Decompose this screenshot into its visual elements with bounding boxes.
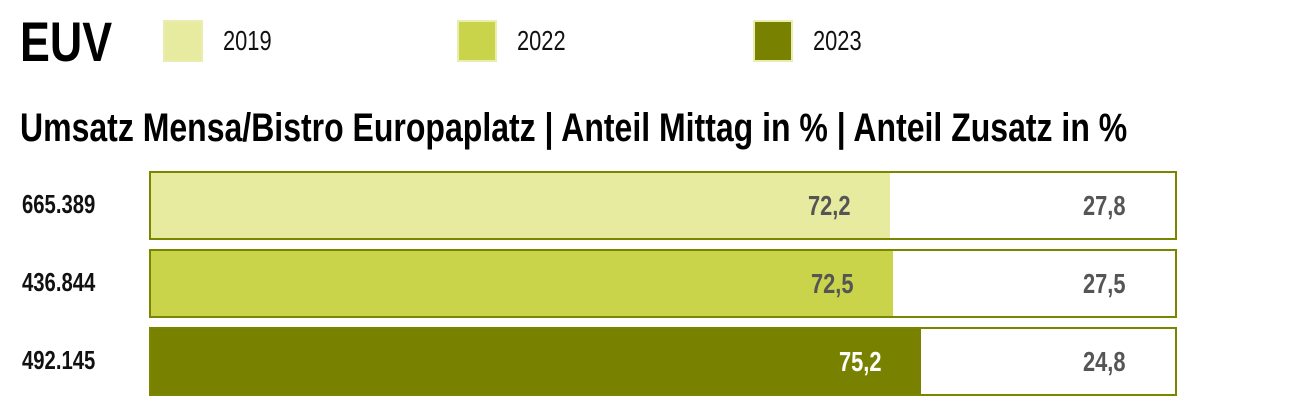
value-label-mittag: 72,2 xyxy=(807,189,851,221)
bar-row-2019: 72,2 27,8 xyxy=(149,171,1177,240)
legend-swatch-2022 xyxy=(457,20,497,62)
value-label-zusatz: 24,8 xyxy=(1082,345,1125,377)
bar-row-2022: 72,5 27,5 xyxy=(149,249,1177,318)
logo-text: EUV xyxy=(20,10,113,73)
bar-segment-zusatz xyxy=(893,251,1175,316)
legend-label: 2022 xyxy=(517,25,566,56)
bar-row-2023: 75,2 24,8 xyxy=(149,327,1177,396)
value-label-mittag: 72,5 xyxy=(810,267,854,299)
value-label-mittag: 75,2 xyxy=(838,345,882,377)
legend-label: 2019 xyxy=(223,25,272,56)
legend-label: 2023 xyxy=(813,25,862,56)
bar-segment-zusatz xyxy=(890,173,1175,238)
row-total: 436.844 xyxy=(22,267,96,297)
legend-swatch-2019 xyxy=(163,20,203,62)
row-total: 665.389 xyxy=(22,189,96,219)
bar-segment-zusatz xyxy=(921,329,1175,394)
row-total: 492.145 xyxy=(22,345,96,375)
chart-title: Umsatz Mensa/Bistro Europaplatz | Anteil… xyxy=(20,106,1128,150)
bar-segment-mittag xyxy=(151,173,891,238)
bar-segment-mittag xyxy=(151,329,922,394)
bar-segment-mittag xyxy=(151,251,894,316)
value-label-zusatz: 27,8 xyxy=(1082,189,1125,221)
legend-swatch-2023 xyxy=(753,20,793,62)
value-label-zusatz: 27,5 xyxy=(1082,267,1125,299)
